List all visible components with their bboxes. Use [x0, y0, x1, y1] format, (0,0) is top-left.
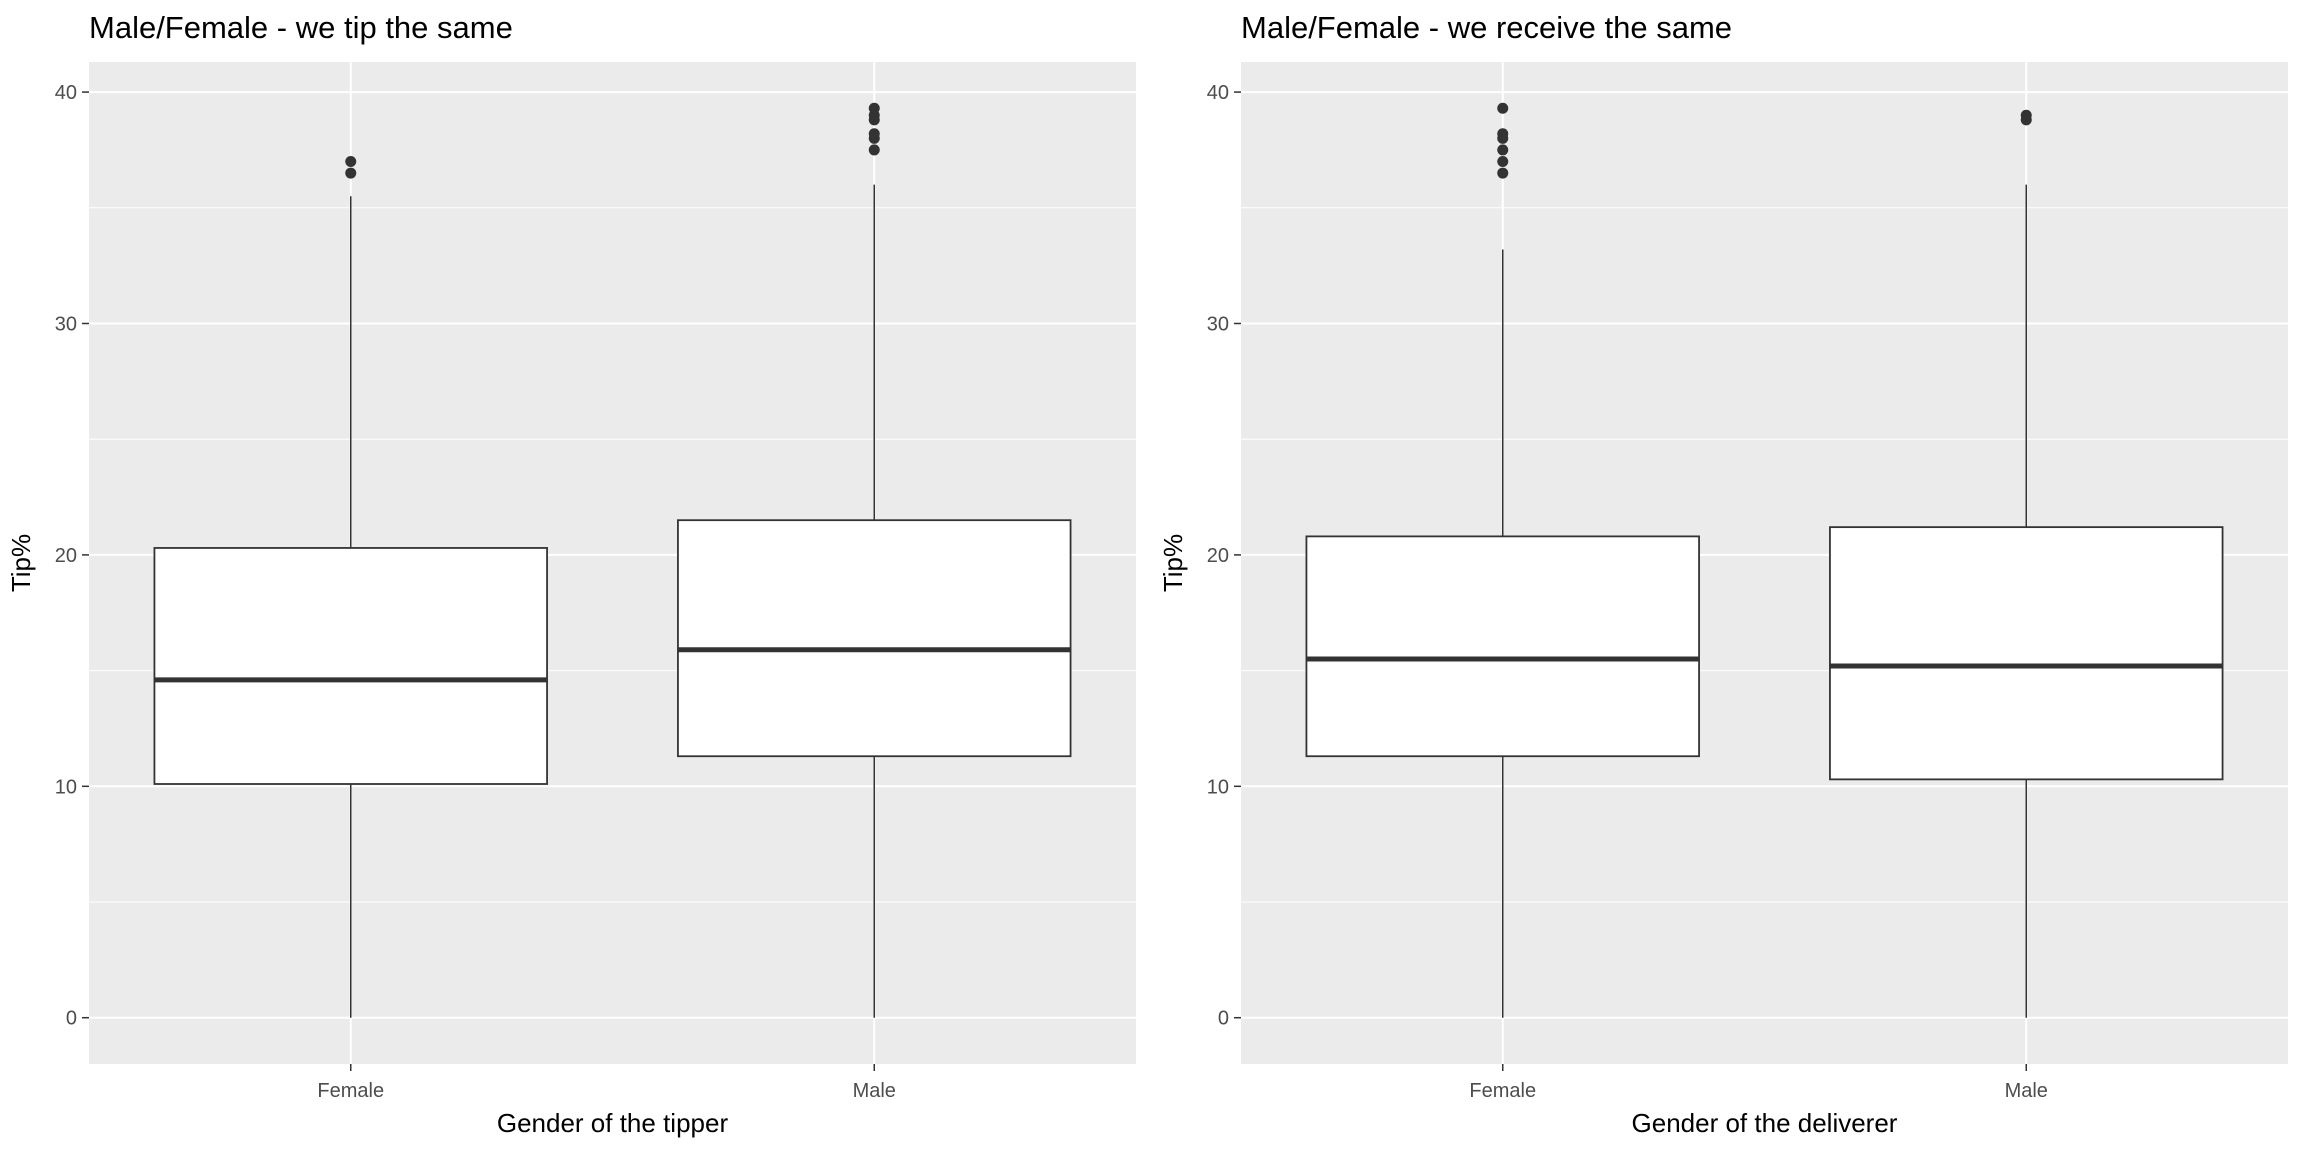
box-iqr	[1305, 535, 1700, 758]
y-tick-label: 40	[55, 82, 77, 104]
outlier-point	[1497, 102, 1509, 114]
box-male	[1829, 109, 2224, 1018]
box-female	[1305, 102, 1700, 1018]
y-tick-label: 30	[1207, 313, 1229, 335]
outlier-point	[868, 102, 880, 114]
y-axis-label: Tip%	[1158, 534, 1188, 592]
chart-title: Male/Female - we receive the same	[1241, 10, 1732, 45]
box-male	[677, 102, 1072, 1018]
chart-panel-1: 0 10 20 30 40 Female Male Male/Female - we tip …	[6, 10, 1136, 1138]
x-tick-label: Female	[1469, 1080, 1536, 1102]
y-axis-label: Tip%	[6, 534, 36, 592]
outlier-point	[2020, 109, 2032, 121]
box-iqr	[153, 547, 548, 785]
outlier-point	[345, 167, 357, 179]
x-tick-label: Male	[2005, 1080, 2048, 1102]
x-tick-label: Male	[853, 1080, 896, 1102]
x-axis-label: Gender of the deliverer	[1632, 1108, 1898, 1138]
outlier-point	[1497, 156, 1509, 168]
box-iqr	[677, 519, 1072, 758]
outlier-point	[1497, 144, 1509, 156]
y-tick-label: 20	[55, 545, 77, 567]
x-tick-label: Female	[317, 1080, 384, 1102]
chart-panel-2: 0 10 20 30 40 Female Male Male/Female - we rece…	[1158, 10, 2288, 1138]
box-iqr	[1829, 526, 2224, 781]
outlier-point	[868, 144, 880, 156]
chart-title: Male/Female - we tip the same	[89, 10, 513, 45]
y-tick-label: 40	[1207, 82, 1229, 104]
outlier-point	[1497, 167, 1509, 179]
outlier-point	[868, 128, 880, 140]
y-tick-label: 10	[1207, 776, 1229, 798]
y-tick-label: 10	[55, 776, 77, 798]
y-tick-label: 30	[55, 313, 77, 335]
y-tick-label: 20	[1207, 545, 1229, 567]
outlier-point	[1497, 128, 1509, 140]
y-tick-label: 0	[66, 1008, 77, 1030]
y-tick-label: 0	[1218, 1008, 1229, 1030]
outlier-point	[345, 156, 357, 168]
x-axis-label: Gender of the tipper	[497, 1108, 729, 1138]
box-female	[153, 156, 548, 1018]
